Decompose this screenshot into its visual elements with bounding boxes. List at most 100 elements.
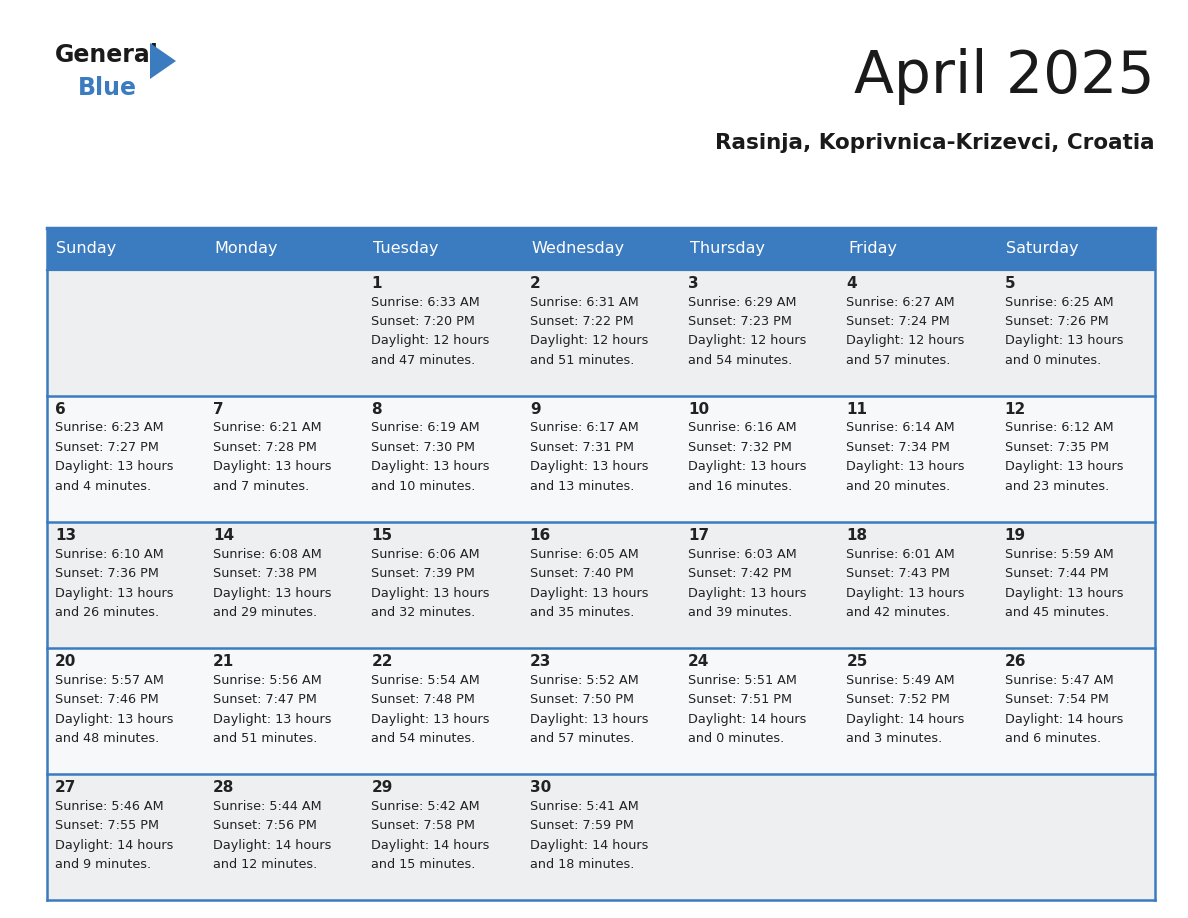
Text: 19: 19 bbox=[1005, 528, 1025, 543]
Text: 26: 26 bbox=[1005, 654, 1026, 669]
Text: Daylight: 13 hours: Daylight: 13 hours bbox=[688, 587, 807, 599]
Text: and 57 minutes.: and 57 minutes. bbox=[530, 732, 634, 745]
Text: 8: 8 bbox=[372, 402, 383, 417]
Text: 18: 18 bbox=[846, 528, 867, 543]
Text: and 35 minutes.: and 35 minutes. bbox=[530, 606, 634, 619]
Text: Sunrise: 6:14 AM: Sunrise: 6:14 AM bbox=[846, 421, 955, 434]
Text: 3: 3 bbox=[688, 276, 699, 291]
Text: and 48 minutes.: and 48 minutes. bbox=[55, 732, 159, 745]
Text: 17: 17 bbox=[688, 528, 709, 543]
Text: Daylight: 13 hours: Daylight: 13 hours bbox=[1005, 587, 1123, 599]
Text: Sunrise: 5:46 AM: Sunrise: 5:46 AM bbox=[55, 800, 164, 812]
Text: Daylight: 12 hours: Daylight: 12 hours bbox=[530, 334, 649, 348]
Text: Sunrise: 6:12 AM: Sunrise: 6:12 AM bbox=[1005, 421, 1113, 434]
Text: 2: 2 bbox=[530, 276, 541, 291]
Text: and 23 minutes.: and 23 minutes. bbox=[1005, 480, 1108, 493]
Text: Daylight: 14 hours: Daylight: 14 hours bbox=[1005, 712, 1123, 725]
Text: and 13 minutes.: and 13 minutes. bbox=[530, 480, 634, 493]
Text: Sunset: 7:27 PM: Sunset: 7:27 PM bbox=[55, 441, 159, 454]
Text: April 2025: April 2025 bbox=[854, 48, 1155, 105]
Text: and 4 minutes.: and 4 minutes. bbox=[55, 480, 151, 493]
Text: and 12 minutes.: and 12 minutes. bbox=[213, 858, 317, 871]
Text: Daylight: 12 hours: Daylight: 12 hours bbox=[688, 334, 807, 348]
Text: Sunrise: 5:44 AM: Sunrise: 5:44 AM bbox=[213, 800, 322, 812]
Text: Sunrise: 5:42 AM: Sunrise: 5:42 AM bbox=[372, 800, 480, 812]
Text: Sunrise: 6:03 AM: Sunrise: 6:03 AM bbox=[688, 547, 797, 561]
Text: Daylight: 13 hours: Daylight: 13 hours bbox=[213, 461, 331, 474]
Text: Sunrise: 6:33 AM: Sunrise: 6:33 AM bbox=[372, 296, 480, 308]
Text: Sunset: 7:59 PM: Sunset: 7:59 PM bbox=[530, 819, 633, 832]
Text: Sunrise: 5:57 AM: Sunrise: 5:57 AM bbox=[55, 674, 164, 687]
Text: 24: 24 bbox=[688, 654, 709, 669]
Text: Sunset: 7:26 PM: Sunset: 7:26 PM bbox=[1005, 315, 1108, 328]
Text: Sunrise: 6:16 AM: Sunrise: 6:16 AM bbox=[688, 421, 797, 434]
Text: Sunset: 7:23 PM: Sunset: 7:23 PM bbox=[688, 315, 792, 328]
Text: and 3 minutes.: and 3 minutes. bbox=[846, 732, 942, 745]
Text: 16: 16 bbox=[530, 528, 551, 543]
Text: Sunset: 7:28 PM: Sunset: 7:28 PM bbox=[213, 441, 317, 454]
Text: Sunrise: 6:27 AM: Sunrise: 6:27 AM bbox=[846, 296, 955, 308]
Text: Daylight: 14 hours: Daylight: 14 hours bbox=[372, 838, 489, 852]
Text: Daylight: 13 hours: Daylight: 13 hours bbox=[372, 461, 489, 474]
Text: 27: 27 bbox=[55, 780, 76, 795]
Text: 11: 11 bbox=[846, 402, 867, 417]
Text: and 0 minutes.: and 0 minutes. bbox=[1005, 354, 1101, 367]
Text: Monday: Monday bbox=[215, 241, 278, 256]
Text: Daylight: 12 hours: Daylight: 12 hours bbox=[846, 334, 965, 348]
Text: Sunrise: 6:25 AM: Sunrise: 6:25 AM bbox=[1005, 296, 1113, 308]
Text: Sunrise: 5:47 AM: Sunrise: 5:47 AM bbox=[1005, 674, 1113, 687]
Text: Sunrise: 5:54 AM: Sunrise: 5:54 AM bbox=[372, 674, 480, 687]
Text: Sunset: 7:44 PM: Sunset: 7:44 PM bbox=[1005, 567, 1108, 580]
Text: and 16 minutes.: and 16 minutes. bbox=[688, 480, 792, 493]
Text: Daylight: 13 hours: Daylight: 13 hours bbox=[688, 461, 807, 474]
Text: Daylight: 13 hours: Daylight: 13 hours bbox=[846, 587, 965, 599]
Text: 30: 30 bbox=[530, 780, 551, 795]
Text: Saturday: Saturday bbox=[1006, 241, 1079, 256]
Text: Sunset: 7:54 PM: Sunset: 7:54 PM bbox=[1005, 693, 1108, 706]
Text: Sunrise: 6:06 AM: Sunrise: 6:06 AM bbox=[372, 547, 480, 561]
Text: Daylight: 13 hours: Daylight: 13 hours bbox=[530, 587, 649, 599]
Text: and 51 minutes.: and 51 minutes. bbox=[213, 732, 317, 745]
Text: and 9 minutes.: and 9 minutes. bbox=[55, 858, 151, 871]
Text: Daylight: 14 hours: Daylight: 14 hours bbox=[846, 712, 965, 725]
Polygon shape bbox=[150, 43, 176, 79]
Text: 29: 29 bbox=[372, 780, 393, 795]
Text: and 0 minutes.: and 0 minutes. bbox=[688, 732, 784, 745]
Text: Daylight: 13 hours: Daylight: 13 hours bbox=[55, 712, 173, 725]
Text: Sunrise: 6:05 AM: Sunrise: 6:05 AM bbox=[530, 547, 638, 561]
Text: Daylight: 13 hours: Daylight: 13 hours bbox=[55, 587, 173, 599]
Text: Sunset: 7:24 PM: Sunset: 7:24 PM bbox=[846, 315, 950, 328]
Text: Sunset: 7:56 PM: Sunset: 7:56 PM bbox=[213, 819, 317, 832]
Bar bbox=[48, 396, 1155, 522]
Text: 25: 25 bbox=[846, 654, 867, 669]
Text: 21: 21 bbox=[213, 654, 234, 669]
Text: and 57 minutes.: and 57 minutes. bbox=[846, 354, 950, 367]
Text: Sunset: 7:31 PM: Sunset: 7:31 PM bbox=[530, 441, 633, 454]
Text: Daylight: 13 hours: Daylight: 13 hours bbox=[55, 461, 173, 474]
Bar bbox=[48, 774, 1155, 900]
Text: and 6 minutes.: and 6 minutes. bbox=[1005, 732, 1101, 745]
Text: Sunrise: 6:17 AM: Sunrise: 6:17 AM bbox=[530, 421, 638, 434]
Text: Sunset: 7:32 PM: Sunset: 7:32 PM bbox=[688, 441, 792, 454]
Text: Sunset: 7:55 PM: Sunset: 7:55 PM bbox=[55, 819, 159, 832]
Bar bbox=[48, 228, 1155, 270]
Text: 10: 10 bbox=[688, 402, 709, 417]
Text: 4: 4 bbox=[846, 276, 857, 291]
Text: Sunset: 7:47 PM: Sunset: 7:47 PM bbox=[213, 693, 317, 706]
Text: 20: 20 bbox=[55, 654, 76, 669]
Text: Sunrise: 5:56 AM: Sunrise: 5:56 AM bbox=[213, 674, 322, 687]
Text: Rasinja, Koprivnica-Krizevci, Croatia: Rasinja, Koprivnica-Krizevci, Croatia bbox=[715, 133, 1155, 153]
Text: Sunday: Sunday bbox=[57, 241, 116, 256]
Text: Sunrise: 6:08 AM: Sunrise: 6:08 AM bbox=[213, 547, 322, 561]
Text: and 54 minutes.: and 54 minutes. bbox=[372, 732, 475, 745]
Text: Blue: Blue bbox=[78, 76, 137, 100]
Text: Sunset: 7:39 PM: Sunset: 7:39 PM bbox=[372, 567, 475, 580]
Text: Friday: Friday bbox=[848, 241, 897, 256]
Text: Sunset: 7:52 PM: Sunset: 7:52 PM bbox=[846, 693, 950, 706]
Text: 7: 7 bbox=[213, 402, 223, 417]
Text: Sunrise: 6:31 AM: Sunrise: 6:31 AM bbox=[530, 296, 638, 308]
Text: Sunset: 7:46 PM: Sunset: 7:46 PM bbox=[55, 693, 159, 706]
Text: Sunrise: 5:49 AM: Sunrise: 5:49 AM bbox=[846, 674, 955, 687]
Text: Sunrise: 6:01 AM: Sunrise: 6:01 AM bbox=[846, 547, 955, 561]
Text: 13: 13 bbox=[55, 528, 76, 543]
